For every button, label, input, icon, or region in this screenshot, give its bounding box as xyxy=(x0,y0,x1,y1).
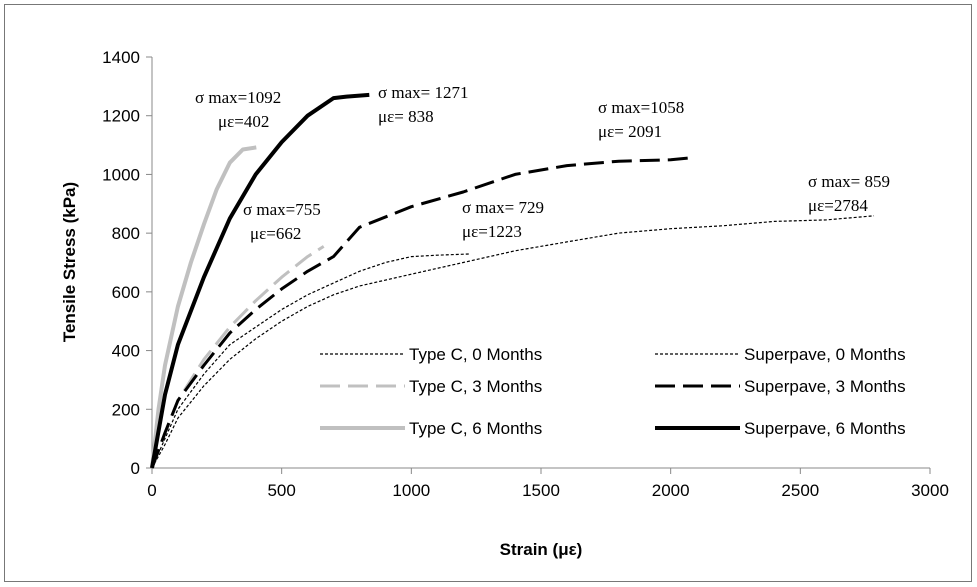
y-tick-label: 1000 xyxy=(102,165,140,184)
annotation: με=662 xyxy=(250,224,301,243)
annotation: με=402 xyxy=(218,112,269,131)
x-tick-label: 500 xyxy=(267,481,295,500)
series-line xyxy=(150,245,325,469)
y-tick-label: 1400 xyxy=(102,48,140,67)
x-tick-label: 2000 xyxy=(652,481,690,500)
annotation: σ max= 1271 xyxy=(378,83,469,102)
y-tick-label: 400 xyxy=(112,342,140,361)
y-tick-label: 1200 xyxy=(102,107,140,126)
x-tick-label: 1000 xyxy=(392,481,430,500)
series-line xyxy=(151,253,470,469)
legend-label: Type C, 6 Months xyxy=(409,419,542,438)
annotation: με=1223 xyxy=(462,222,522,241)
y-tick-label: 600 xyxy=(112,283,140,302)
annotation: με=2784 xyxy=(808,196,868,215)
y-axis-title: Tensile Stress (kPa) xyxy=(60,182,79,342)
legend-label: Type C, 0 Months xyxy=(409,345,542,364)
y-tick-label: 800 xyxy=(112,224,140,243)
chart-border xyxy=(4,4,972,582)
annotation: σ max= 859 xyxy=(808,172,890,191)
legend-label: Superpave, 6 Months xyxy=(744,419,906,438)
series-line xyxy=(151,215,875,469)
y-tick-label: 200 xyxy=(112,400,140,419)
annotation: σ max=755 xyxy=(243,200,321,219)
annotation: με= 838 xyxy=(378,107,434,126)
annotation: σ max= 729 xyxy=(462,198,544,217)
series-line xyxy=(150,92,370,469)
annotation: σ max=1058 xyxy=(598,98,684,117)
x-tick-label: 2500 xyxy=(781,481,819,500)
series-line xyxy=(150,155,695,469)
series-line xyxy=(150,145,257,469)
x-tick-label: 1500 xyxy=(522,481,560,500)
x-tick-label: 0 xyxy=(147,481,156,500)
legend-label: Type C, 3 Months xyxy=(409,377,542,396)
annotation: σ max=1092 xyxy=(195,88,281,107)
x-axis-title: Strain (με) xyxy=(500,540,583,559)
legend-label: Superpave, 3 Months xyxy=(744,377,906,396)
x-tick-label: 3000 xyxy=(911,481,949,500)
y-tick-label: 0 xyxy=(131,459,140,478)
legend-label: Superpave, 0 Months xyxy=(744,345,906,364)
annotation: με= 2091 xyxy=(598,122,662,141)
